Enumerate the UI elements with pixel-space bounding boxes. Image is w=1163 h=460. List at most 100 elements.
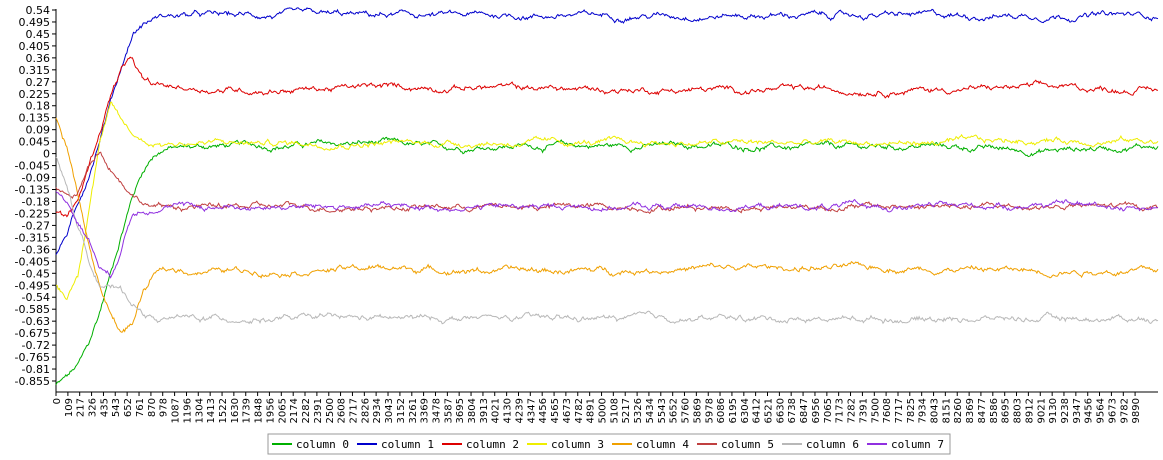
series-line-column-1 <box>55 7 1159 255</box>
x-tick-label: 2065 <box>277 398 288 423</box>
x-tick-label: 1630 <box>230 398 241 423</box>
y-tick-label: -0.045 <box>15 160 50 173</box>
x-tick-label: 7608 <box>882 398 893 423</box>
y-tick-label: 0 <box>43 148 50 161</box>
legend-label: column 5 <box>721 438 774 451</box>
x-tick-label: 2282 <box>301 398 312 423</box>
x-tick-label: 8695 <box>1001 398 1012 423</box>
x-tick-label: 8586 <box>989 398 1000 423</box>
legend-label: column 3 <box>551 438 604 451</box>
x-tick-label: 9673 <box>1107 398 1118 423</box>
y-tick-label: 0.27 <box>26 76 51 89</box>
series-line-column-6 <box>55 156 1159 325</box>
x-tick-label: 109 <box>64 398 75 417</box>
y-tick-label: -0.855 <box>15 375 50 388</box>
x-tick-label: 9130 <box>1048 398 1059 423</box>
y-tick-label: 0.09 <box>26 124 51 137</box>
x-tick-label: 8369 <box>965 398 976 423</box>
x-tick-label: 2500 <box>325 398 336 423</box>
x-tick-label: 3804 <box>467 398 478 423</box>
x-tick-label: 9021 <box>1036 398 1047 423</box>
x-tick-label: 4239 <box>515 398 526 423</box>
x-tick-label: 3152 <box>396 398 407 423</box>
x-tick-label: 2826 <box>360 398 371 423</box>
y-tick-label: -0.585 <box>15 303 50 316</box>
x-tick-label: 9456 <box>1084 398 1095 423</box>
y-tick-label: -0.63 <box>22 315 50 328</box>
y-tick-label: -0.09 <box>22 172 50 185</box>
x-tick-label: 543 <box>111 398 122 417</box>
y-tick-label: 0.315 <box>19 64 51 77</box>
y-tick-label: -0.135 <box>15 184 50 197</box>
x-tick-label: 5000 <box>598 398 609 423</box>
series-line-column-7 <box>55 191 1159 279</box>
series-line-column-3 <box>55 101 1159 301</box>
x-tick-label: 4130 <box>503 398 514 423</box>
y-tick-label: -0.81 <box>22 363 50 376</box>
x-tick-label: 4021 <box>491 398 502 423</box>
x-tick-label: 7065 <box>823 398 834 423</box>
y-tick-label: 0.18 <box>26 100 51 113</box>
x-tick-label: 5869 <box>692 398 703 423</box>
x-tick-label: 1087 <box>171 398 182 423</box>
x-tick-label: 3478 <box>431 398 442 423</box>
x-tick-label: 2174 <box>289 398 300 423</box>
plot-area <box>55 7 1159 386</box>
x-tick-label: 9564 <box>1096 398 1107 423</box>
x-tick-label: 8477 <box>977 398 988 423</box>
y-tick-label: -0.27 <box>22 219 50 232</box>
y-tick-label: -0.18 <box>22 195 50 208</box>
legend-label: column 6 <box>806 438 859 451</box>
x-tick-label: 217 <box>76 398 87 417</box>
x-tick-label: 1848 <box>254 398 265 423</box>
y-tick-label: 0.405 <box>19 40 51 53</box>
y-tick-label: 0.495 <box>19 16 51 29</box>
x-tick-label: 4673 <box>562 398 573 423</box>
x-axis: 0 109 217 326 435 543 652 761 870 978 1087 1196 1304… <box>52 391 1158 423</box>
x-tick-label: 1413 <box>206 398 217 423</box>
series-line-column-5 <box>55 151 1159 215</box>
x-tick-label: 6956 <box>811 398 822 423</box>
x-tick-label: 6086 <box>716 398 727 423</box>
y-tick-label: 0.54 <box>26 4 51 17</box>
x-tick-label: 3261 <box>408 398 419 423</box>
x-tick-label: 3695 <box>455 398 466 423</box>
legend-label: column 1 <box>381 438 434 451</box>
x-tick-label: 7934 <box>918 398 929 423</box>
x-tick-label: 2934 <box>372 398 383 423</box>
x-tick-label: 1739 <box>242 398 253 423</box>
x-tick-label: 6630 <box>775 398 786 423</box>
legend-label: column 2 <box>466 438 519 451</box>
legend-label: column 0 <box>296 438 349 451</box>
x-tick-label: 2608 <box>337 398 348 423</box>
x-tick-label: 5217 <box>621 398 632 423</box>
x-tick-label: 3369 <box>420 398 431 423</box>
x-tick-label: 7173 <box>835 398 846 423</box>
x-tick-label: 3043 <box>384 398 395 423</box>
x-tick-label: 5760 <box>680 398 691 423</box>
x-tick-label: 9238 <box>1060 398 1071 423</box>
x-tick-label: 435 <box>99 398 110 417</box>
x-tick-label: 4456 <box>538 398 549 423</box>
x-tick-label: 5434 <box>645 398 656 423</box>
y-tick-label: 0.45 <box>26 28 51 41</box>
x-tick-label: 761 <box>135 398 146 417</box>
x-tick-label: 652 <box>123 398 134 417</box>
x-tick-label: 7500 <box>870 398 881 423</box>
legend-box <box>267 433 951 455</box>
x-tick-label: 6195 <box>728 398 739 423</box>
series-line-column-2 <box>55 56 1158 218</box>
x-tick-label: 8043 <box>930 398 941 423</box>
x-tick-label: 8260 <box>953 398 964 423</box>
y-tick-label: -0.405 <box>15 255 50 268</box>
x-tick-label: 6847 <box>799 398 810 423</box>
y-tick-label: 0.135 <box>19 112 51 125</box>
x-tick-label: 5652 <box>669 398 680 423</box>
x-tick-label: 0 <box>52 398 63 404</box>
x-tick-label: 7717 <box>894 398 905 423</box>
y-tick-label: 0.36 <box>26 52 51 65</box>
x-tick-label: 6738 <box>787 398 798 423</box>
x-tick-label: 5978 <box>704 398 715 423</box>
x-tick-label: 7391 <box>858 398 869 423</box>
y-tick-label: -0.675 <box>15 327 50 340</box>
